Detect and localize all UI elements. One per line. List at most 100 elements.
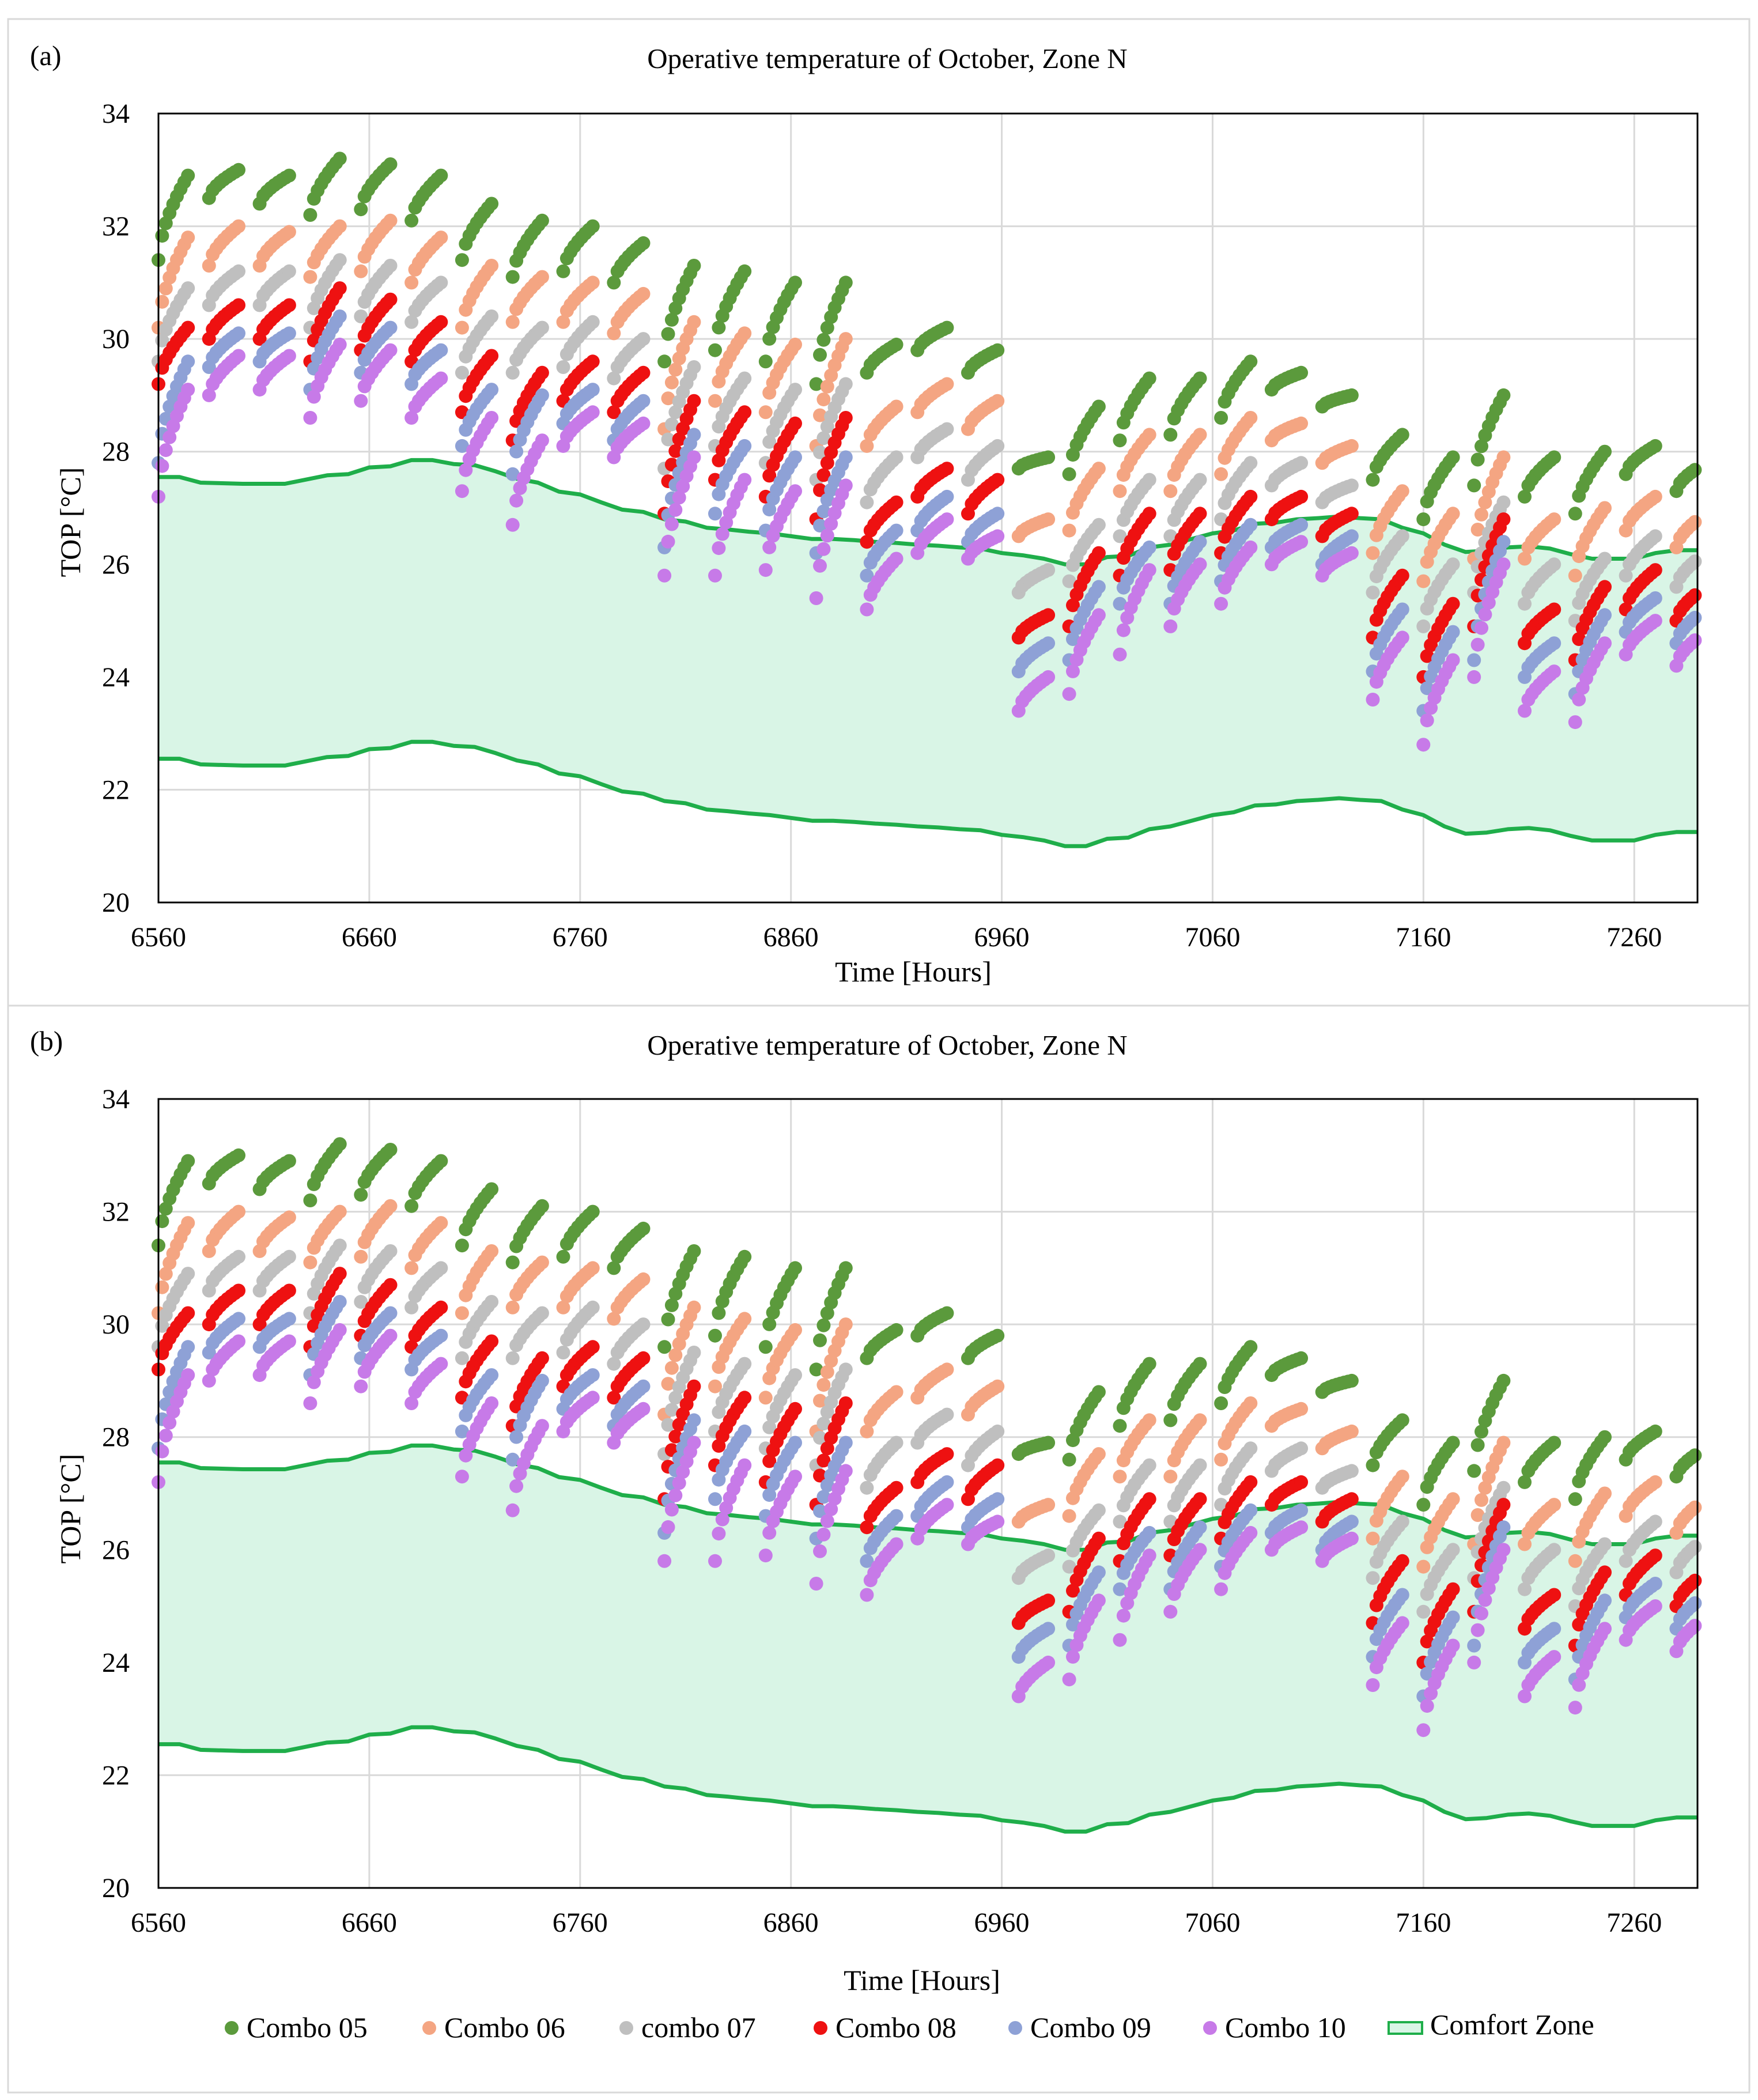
panel-a-point-c10	[838, 478, 853, 493]
panel-a-point-c10	[1395, 630, 1409, 645]
panel-b-point-c10	[657, 1554, 672, 1568]
panel-b-point-c09	[762, 1488, 777, 1502]
panel-a-point-c10	[1344, 546, 1359, 560]
panel-a-point-c06	[1598, 501, 1612, 515]
panel-a-point-c05	[809, 377, 823, 391]
panel-b-point-c09	[485, 1368, 499, 1383]
panel-a-point-c07	[664, 417, 679, 432]
panel-b-point-c06	[668, 1348, 683, 1362]
panel-a-point-c09	[813, 519, 827, 532]
panel-a-point-c10	[455, 484, 469, 498]
panel-b-point-c07	[1243, 1441, 1258, 1456]
panel-a-point-c09	[1142, 540, 1156, 554]
panel-a-point-c07	[1416, 619, 1431, 633]
panel-a-point-c05	[455, 253, 469, 267]
panel-a-point-c05	[505, 270, 520, 284]
panel-a-point-c07	[282, 264, 296, 278]
panel-a-point-c06	[202, 259, 216, 273]
panel-a-point-c08	[1091, 546, 1106, 560]
panel-b-point-c06	[1416, 1559, 1431, 1574]
panel-a-y-tick-label: 20	[102, 887, 130, 918]
panel-a-point-c07	[1294, 456, 1309, 470]
panel-b-point-c07	[1214, 1498, 1228, 1512]
panel-b-point-c05	[990, 1328, 1005, 1343]
panel-a-point-c06	[332, 219, 347, 233]
panel-b-point-c10	[509, 1479, 524, 1493]
panel-a-x-tick-label: 6960	[974, 922, 1030, 953]
panel-b-point-c07	[556, 1346, 570, 1359]
panel-a-point-c07	[661, 432, 675, 447]
panel-a-point-c09	[1243, 518, 1258, 532]
panel-a-point-c10	[1163, 619, 1178, 633]
panel-a-point-c05	[762, 331, 777, 346]
panel-b-point-c07	[1142, 1458, 1156, 1472]
panel-a-point-c10	[1572, 692, 1586, 707]
panel-a-point-c09	[282, 326, 296, 341]
panel-b-y-tick-label: 32	[102, 1197, 130, 1227]
panel-b-point-c07	[383, 1244, 398, 1258]
panel-a-point-c05	[585, 219, 600, 233]
panel-a-point-c05	[940, 320, 954, 335]
panel-b-point-c07	[687, 1346, 701, 1359]
panel-a-point-c10	[354, 394, 368, 408]
panel-a-point-c09	[940, 489, 954, 504]
panel-b-point-c07	[816, 1417, 831, 1431]
panel-a-point-c08	[535, 365, 549, 380]
panel-a-point-c07	[990, 439, 1005, 453]
panel-a-point-c10	[434, 371, 448, 386]
panel-b-point-c06	[990, 1379, 1005, 1393]
panel-b-point-c05	[585, 1204, 600, 1219]
panel-b-point-c10	[668, 1488, 683, 1502]
panel-b-point-c06	[354, 1249, 368, 1264]
panel-a-point-c10	[860, 602, 874, 617]
panel-a-point-c08	[1648, 563, 1662, 577]
panel-b-point-c07	[1688, 1540, 1702, 1554]
panel-b-point-c08	[607, 1391, 621, 1405]
panel-a-point-c05	[1446, 450, 1460, 464]
panel-a-point-c10	[820, 528, 834, 543]
panel-b-point-c10	[1478, 1593, 1492, 1607]
panel-b-point-c10	[1446, 1638, 1460, 1653]
panel-a-y-tick-label: 32	[102, 211, 130, 242]
panel-b-point-c05	[383, 1143, 398, 1157]
panel-b-point-c10	[809, 1577, 823, 1591]
panel-a-point-c09	[990, 507, 1005, 521]
panel-a-point-c10	[1648, 614, 1662, 628]
panel-b-point-c08	[990, 1458, 1005, 1472]
panel-b-point-c05	[404, 1199, 419, 1213]
panel-b-point-c08	[889, 1480, 903, 1495]
panel-a-point-c09	[509, 444, 524, 459]
panel-b-point-c10	[1416, 1723, 1431, 1738]
panel-b-point-c05	[1496, 1373, 1511, 1388]
panel-b-point-c05	[940, 1306, 954, 1320]
panel-a-point-c08	[1066, 598, 1080, 613]
panel-b-point-c10	[232, 1334, 245, 1349]
panel-b-point-c10	[1547, 1650, 1562, 1664]
panel-a-point-c10	[1066, 664, 1080, 678]
panel-a-point-c06	[1041, 512, 1056, 527]
panel-a-point-c05	[1688, 463, 1702, 477]
panel-a-point-c09	[1648, 591, 1662, 605]
panel-a-point-c10	[758, 563, 773, 577]
panel-b-point-c10	[788, 1470, 802, 1484]
panel-a-point-c06	[155, 294, 169, 309]
panel-b-point-c10	[1496, 1543, 1511, 1557]
panel-a-point-c09	[1446, 625, 1460, 639]
panel-a-point-c05	[816, 333, 831, 347]
panel-b-point-c10	[404, 1396, 419, 1410]
panel-b-point-c07	[332, 1238, 347, 1253]
panel-a-point-c08	[332, 281, 347, 296]
panel-a-point-c06	[708, 394, 722, 408]
panel-a-point-c09	[455, 439, 469, 453]
panel-b-point-c08	[1420, 1634, 1434, 1649]
panel-b-point-c05	[687, 1244, 701, 1258]
panel-a-point-c10	[738, 473, 752, 487]
panel-b-point-c09	[1193, 1520, 1207, 1535]
panel-a-point-c09	[1193, 535, 1207, 549]
panel-b-point-c05	[738, 1249, 752, 1264]
panel-b-point-c07	[1416, 1604, 1431, 1619]
panel-a-point-c09	[332, 309, 347, 323]
panel-b-x-tick-label: 6860	[763, 1908, 819, 1938]
panel-b-point-c05	[838, 1261, 853, 1275]
panel-a-x-tick-label: 7160	[1396, 922, 1451, 953]
